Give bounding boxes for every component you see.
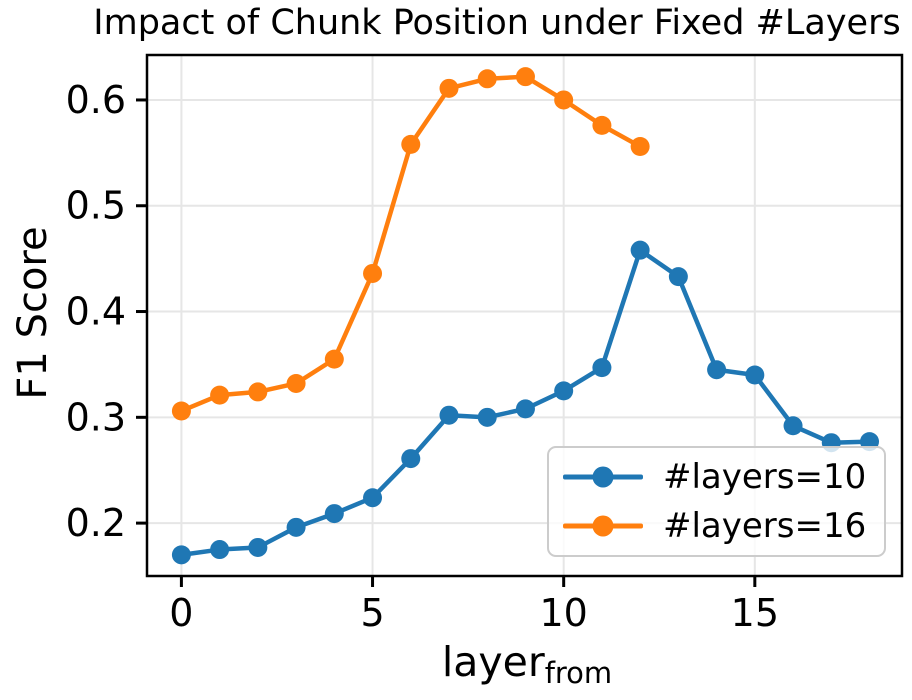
marker-layers16-x10: [554, 90, 574, 110]
y-tick-label-0.5: 0.5: [66, 184, 126, 228]
legend-label: #layers=10: [663, 456, 867, 497]
legend-entry: #layers=10: [549, 457, 884, 497]
y-tick-label-0.4: 0.4: [66, 290, 126, 334]
legend-entry: #layers=16: [549, 506, 884, 546]
marker-layers10-x13: [668, 267, 688, 287]
marker-layers10-x5: [363, 488, 383, 508]
marker-layers10-x2: [248, 537, 268, 557]
marker-layers10-x15: [745, 365, 765, 385]
marker-layers10-x14: [707, 360, 727, 380]
y-axis-label: F1 Score: [10, 226, 56, 400]
marker-layers16-x8: [477, 69, 497, 89]
legend-marker-series-0: [563, 465, 643, 489]
marker-layers10-x1: [210, 540, 230, 560]
chart-title: Impact of Chunk Position under Fixed #La…: [93, 3, 901, 43]
marker-layers10-x12: [630, 240, 650, 260]
marker-layers16-x12: [630, 137, 650, 157]
marker-layers10-x7: [439, 405, 459, 425]
marker-layers10-x3: [286, 517, 306, 537]
marker-layers16-x2: [248, 382, 268, 402]
marker-layers16-x9: [515, 67, 535, 87]
x-tick-label-10: 10: [540, 591, 588, 635]
marker-layers10-x10: [554, 381, 574, 401]
marker-layers16-x11: [592, 115, 612, 135]
marker-layers10-x16: [783, 416, 803, 436]
x-axis-label: layerfrom: [442, 638, 612, 690]
series-line-layers16: [179, 74, 643, 414]
legend-dot-icon: [592, 515, 614, 537]
marker-layers16-x3: [286, 373, 306, 393]
plot-spines: [145, 53, 904, 578]
legend-label: #layers=16: [663, 506, 867, 547]
marker-layers16-x1: [210, 385, 230, 405]
marker-layers16-x6: [401, 134, 421, 154]
legend-dot-icon: [592, 466, 614, 488]
x-tick-label-5: 5: [360, 591, 384, 635]
x-axis-label-subscript: from: [544, 656, 613, 690]
marker-layers10-x9: [515, 399, 535, 419]
y-tick-label-0.2: 0.2: [66, 501, 126, 545]
marker-layers10-x4: [324, 504, 344, 524]
x-axis-label-main: layer: [441, 638, 545, 686]
marker-layers16-x0: [171, 401, 191, 421]
y-tick-label-0.6: 0.6: [66, 78, 126, 122]
marker-layers10-x11: [592, 358, 612, 378]
legend: #layers=10 #layers=16: [547, 446, 886, 557]
x-tick-label-15: 15: [731, 591, 779, 635]
marker-layers16-x7: [439, 78, 459, 98]
marker-layers10-x0: [171, 545, 191, 565]
marker-layers16-x5: [363, 263, 383, 283]
marker-layers16-x4: [324, 349, 344, 369]
marker-layers10-x8: [477, 407, 497, 427]
marker-layers10-x6: [401, 449, 421, 469]
y-tick-label-0.3: 0.3: [66, 395, 126, 439]
legend-marker-series-1: [563, 514, 643, 538]
x-tick-label-0: 0: [169, 591, 193, 635]
